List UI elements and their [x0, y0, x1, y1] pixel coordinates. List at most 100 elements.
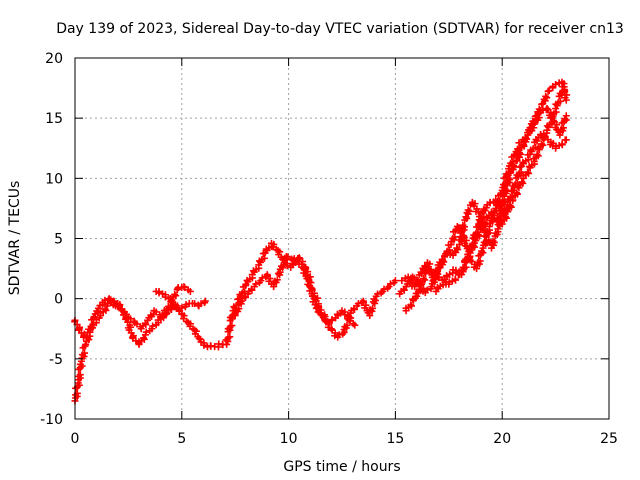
data-point-interp [430, 272, 438, 280]
y-tick-label: 0 [54, 292, 63, 308]
data-point-interp [534, 152, 542, 160]
data-point-interp [104, 300, 112, 308]
data-point-interp [252, 280, 260, 288]
data-point-interp [421, 276, 429, 284]
series-track-d [231, 253, 399, 341]
y-tick-label: 5 [54, 232, 63, 248]
data-point-interp [423, 286, 431, 294]
data-point [351, 321, 359, 329]
data-point-interp [535, 114, 543, 122]
grid-layer [75, 58, 609, 419]
data-point [453, 222, 461, 230]
data-point-interp [343, 321, 351, 329]
series-track-f [396, 105, 570, 298]
data-point-interp [226, 333, 234, 341]
data-point-interp [235, 305, 243, 313]
data-point-interp [152, 308, 160, 316]
data-point-interp [459, 221, 467, 229]
data-point-interp [161, 293, 169, 301]
chart-title: Day 139 of 2023, Sidereal Day-to-day VTE… [56, 21, 624, 37]
data-point-interp [516, 144, 524, 152]
data-point-interp [172, 292, 180, 300]
data-point-interp [258, 274, 266, 282]
data-point-interp [335, 331, 343, 339]
data-point-interp [544, 87, 552, 95]
data-point-interp [435, 274, 443, 282]
x-tick-label: 25 [600, 431, 618, 447]
data-point-interp [165, 304, 173, 312]
data-point [543, 105, 551, 113]
data-point-interp [160, 314, 168, 322]
data-point-interp [149, 322, 157, 330]
data-point-interp [533, 137, 541, 145]
data-point-interp [76, 371, 84, 379]
data-point [562, 136, 570, 144]
data-point-interp [465, 207, 473, 215]
data-point [327, 325, 335, 333]
data-point-interp [538, 140, 546, 148]
data-point-interp [513, 190, 521, 198]
data-point-interp [142, 328, 150, 336]
data-point-interp [453, 244, 461, 252]
data-point-interp [489, 237, 497, 245]
data-point-interp [369, 304, 377, 312]
data-point-interp [354, 300, 362, 308]
data-point-interp [490, 238, 498, 246]
data-point-interp [168, 299, 176, 307]
x-tick-label: 15 [386, 431, 404, 447]
data-point-interp [482, 220, 490, 228]
data-point-interp [451, 233, 459, 241]
data-point [201, 297, 209, 305]
series-track-c [152, 239, 359, 351]
tick-layer: 0 5 10 15 20 25 -10 -5 0 5 10 15 20 [40, 51, 618, 447]
data-point-interp [451, 275, 459, 283]
data-point-interp [280, 261, 288, 269]
data-point-interp [518, 178, 526, 186]
data-layer [71, 78, 571, 405]
data-point-interp [164, 302, 172, 310]
data-point-interp [481, 219, 489, 227]
data-point [289, 256, 297, 264]
data-point-interp [415, 285, 423, 293]
data-point-interp [380, 285, 388, 293]
data-point-interp [200, 341, 208, 349]
data-point-interp [181, 284, 189, 292]
data-point-interp [110, 298, 118, 306]
series-track-b [71, 283, 194, 348]
x-tick-label: 5 [177, 431, 186, 447]
data-point [562, 96, 570, 104]
x-tick-label: 10 [280, 431, 298, 447]
data-point-interp [81, 349, 89, 357]
x-axis-label: GPS time / hours [283, 459, 400, 475]
data-point-interp [476, 257, 484, 265]
data-point-interp [171, 290, 179, 298]
y-tick-label: 20 [45, 51, 63, 67]
data-point-interp [284, 253, 292, 261]
data-point-interp [470, 239, 478, 247]
data-point-interp [419, 274, 427, 282]
data-point [398, 277, 406, 285]
series-track-a [71, 295, 209, 405]
data-point-interp [464, 206, 472, 214]
data-point-interp [533, 150, 541, 158]
data-point-interp [462, 263, 470, 271]
data-point-interp [407, 301, 415, 309]
data-point-interp [454, 246, 462, 254]
data-point-interp [89, 320, 97, 328]
data-point-interp [542, 92, 550, 100]
data-point-interp [509, 158, 517, 166]
data-point-interp [480, 213, 488, 221]
data-point [182, 301, 190, 309]
data-point-interp [556, 97, 564, 105]
data-point-interp [482, 237, 490, 245]
data-point-interp [501, 179, 509, 187]
data-point-interp [374, 290, 382, 298]
data-point-interp [445, 278, 453, 286]
data-point-interp [513, 179, 521, 187]
series-track-h [432, 83, 569, 295]
data-point-interp [474, 228, 482, 236]
data-point-interp [543, 94, 551, 102]
data-point-interp [524, 168, 532, 176]
data-point [562, 112, 570, 120]
